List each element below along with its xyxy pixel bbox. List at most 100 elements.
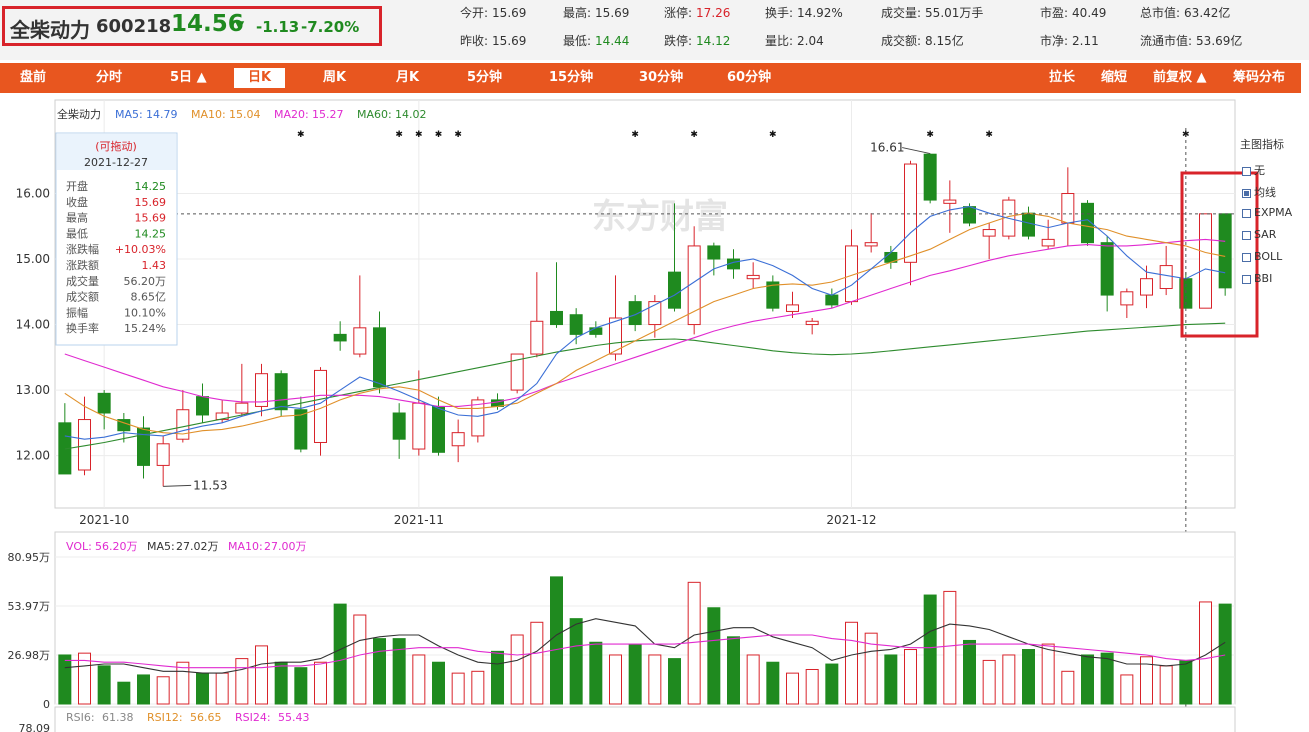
stat-value: 14.92% xyxy=(797,6,843,20)
volume-tick-label: 26.98万 xyxy=(8,649,51,662)
candle-body xyxy=(176,409,190,440)
indicator-option-1[interactable]: 均线 xyxy=(1242,184,1276,200)
event-star-icon: ✱ xyxy=(631,130,639,140)
tab-8[interactable]: 30分钟 xyxy=(639,70,684,85)
event-star-icon: ✱ xyxy=(690,130,698,140)
volume-bar xyxy=(825,663,839,705)
tooltip-row-value: 56.20万 xyxy=(124,275,167,288)
indicator-option-5[interactable]: BBI xyxy=(1242,272,1272,285)
volume-legend-name: MA5: xyxy=(147,540,175,553)
checkbox-icon[interactable] xyxy=(1242,208,1251,218)
candle-body xyxy=(196,396,209,416)
tab-2[interactable]: 5日 ▲ xyxy=(170,70,207,85)
tab-4[interactable]: 周K xyxy=(323,70,347,85)
annotation-label: 11.53 xyxy=(193,478,227,492)
x-tick-label: 2021-10 xyxy=(79,513,129,527)
candle-body xyxy=(1061,193,1075,224)
volume-bar xyxy=(1002,654,1016,705)
indicator-option-label: EXPMA xyxy=(1254,206,1293,219)
stat-label: 换手: xyxy=(765,6,794,20)
candle-body xyxy=(1022,212,1035,237)
stat-label: 最低: xyxy=(563,34,592,48)
tab-6[interactable]: 5分钟 xyxy=(467,70,503,85)
volume-bar xyxy=(707,607,721,705)
volume-bar xyxy=(530,621,544,705)
checkbox-icon[interactable] xyxy=(1242,188,1251,198)
candle-body xyxy=(97,392,111,414)
tooltip-row-label: 换手率 xyxy=(66,321,99,335)
stock-name[interactable]: 全柴动力 xyxy=(10,18,90,42)
legend-name: 全柴动力 xyxy=(57,107,101,121)
indicator-option-3[interactable]: SAR xyxy=(1242,228,1276,241)
stat-stats_row2-6: 流通市值: 53.69亿 xyxy=(1140,32,1242,49)
candle-body xyxy=(1199,213,1212,309)
candle-body xyxy=(766,281,780,309)
volume-bar xyxy=(491,650,504,705)
volume-bar xyxy=(1061,670,1075,705)
stat-value: 2.04 xyxy=(797,34,824,48)
volume-bar xyxy=(943,590,957,705)
stat-label: 总市值: xyxy=(1140,6,1181,20)
candle-body xyxy=(628,301,642,326)
volume-bar xyxy=(1100,652,1114,705)
tooltip-row-label: 成交额 xyxy=(66,290,99,304)
volume-ma5-line xyxy=(64,618,1226,674)
y-tick-label: 15.00 xyxy=(16,252,50,266)
checkbox-icon[interactable] xyxy=(1242,274,1251,284)
candle-body xyxy=(864,242,878,247)
volume-bar xyxy=(805,668,819,705)
toolbar-right-2[interactable]: 前复权 ▲ xyxy=(1153,70,1207,85)
candle-body xyxy=(1140,278,1153,296)
tooltip-row-value: 14.25 xyxy=(135,180,167,193)
candle-body xyxy=(510,353,524,391)
volume-bar xyxy=(97,665,111,705)
annotation-label: 16.61 xyxy=(870,141,904,155)
indicator-option-0[interactable]: 无 xyxy=(1242,162,1265,178)
tooltip-date: 2021-12-27 xyxy=(84,156,148,169)
indicator-option-label: 无 xyxy=(1254,164,1265,177)
legend-value: 15.27 xyxy=(312,108,344,121)
volume-bar xyxy=(353,614,367,705)
candle-body xyxy=(982,229,996,237)
indicator-option-4[interactable]: BOLL xyxy=(1242,250,1282,263)
volume-panel xyxy=(54,531,1236,705)
stat-stats_row2-4: 成交额: 8.15亿 xyxy=(881,32,964,49)
toolbar-right-3[interactable]: 筹码分布 xyxy=(1233,70,1286,85)
stat-stats_row1-6: 总市值: 63.42亿 xyxy=(1140,4,1230,21)
volume-bar xyxy=(373,638,386,705)
tab-9[interactable]: 60分钟 xyxy=(727,70,772,85)
event-star-icon: ✱ xyxy=(395,130,403,140)
tab-1[interactable]: 分时 xyxy=(96,70,123,85)
toolbar-right-1[interactable]: 缩短 xyxy=(1101,70,1128,85)
annotation-line xyxy=(902,147,931,155)
checkbox-icon[interactable] xyxy=(1242,230,1251,240)
candle-body xyxy=(373,327,386,388)
tab-3[interactable]: 日K xyxy=(234,68,286,88)
checkbox-icon[interactable] xyxy=(1242,252,1251,262)
price-change-pct: -7.20% xyxy=(301,18,360,36)
stat-value: 63.42亿 xyxy=(1184,6,1231,20)
volume-bar xyxy=(884,654,898,705)
tab-0[interactable]: 盘前 xyxy=(20,70,47,85)
volume-bar xyxy=(1022,649,1035,705)
volume-bar xyxy=(156,676,170,705)
tab-5[interactable]: 月K xyxy=(396,70,420,85)
rsi-panel xyxy=(54,706,1236,732)
candle-body xyxy=(451,432,465,447)
volume-bar xyxy=(392,638,406,705)
volume-bar xyxy=(274,661,288,705)
rsi-legend-value: 61.38 xyxy=(102,711,134,724)
volume-bar xyxy=(235,658,249,705)
volume-legend-value: 27.00万 xyxy=(264,540,307,553)
candle-body xyxy=(530,320,544,355)
tab-7[interactable]: 15分钟 xyxy=(549,70,594,85)
toolbar-right-0[interactable]: 拉长 xyxy=(1049,70,1076,85)
stat-label: 成交量: xyxy=(881,6,922,20)
event-star-icon: ✱ xyxy=(297,130,305,140)
candle-body xyxy=(687,245,701,326)
tooltip-header xyxy=(57,134,176,170)
volume-ma10-line xyxy=(64,634,1226,669)
indicator-option-2[interactable]: EXPMA xyxy=(1242,206,1292,219)
checkbox-icon[interactable] xyxy=(1242,166,1251,176)
